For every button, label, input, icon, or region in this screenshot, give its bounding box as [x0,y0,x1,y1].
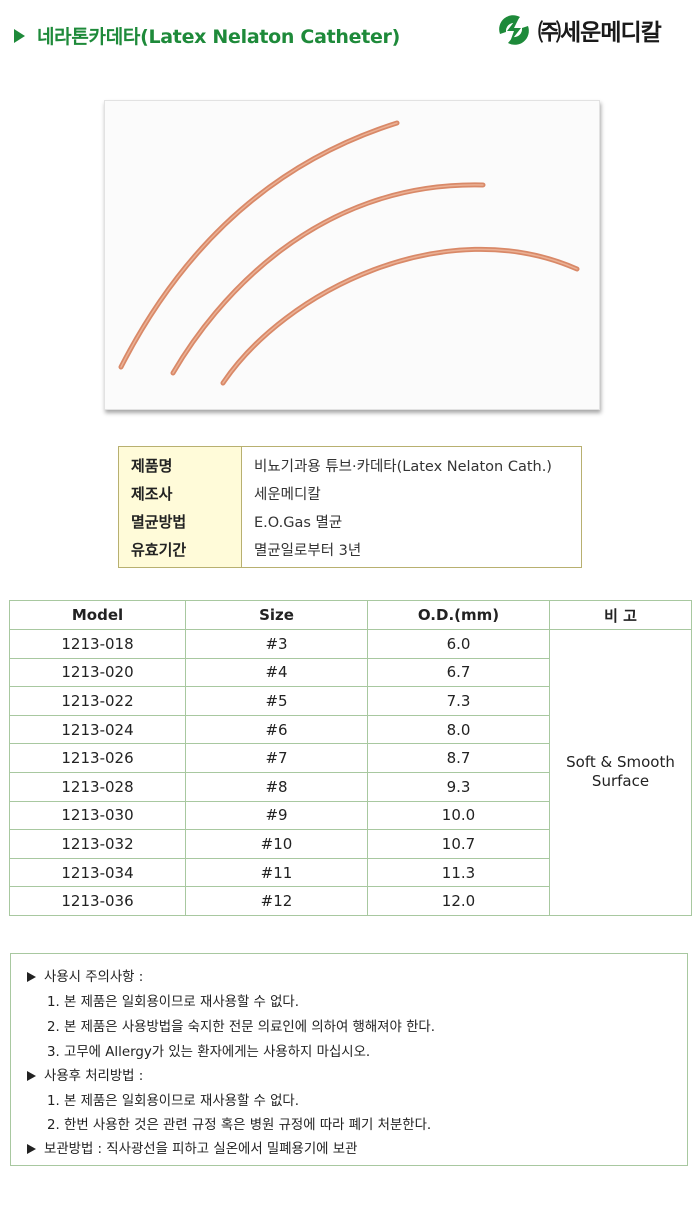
info-row: 유효기간 멸균일로부터 3년 [118,535,582,568]
column-header-od: O.D.(mm) [367,600,550,630]
table-row: 1213-026 #7 8.7 [9,743,692,773]
notes-box: 사용시 주의사항 : 1. 본 제품은 일회용이므로 재사용할 수 없다. 2.… [10,953,688,1166]
model-cell: 1213-022 [9,686,186,716]
catheter-illustration [118,120,580,386]
triangle-bullet-icon [27,1144,36,1154]
product-photo [104,100,600,410]
size-cell: #6 [185,714,368,745]
model-cell: 1213-020 [9,657,186,688]
disposal-item: 2. 한번 사용한 것은 관련 규정 혹은 병원 규정에 따라 폐기 처분한다. [47,1118,432,1133]
size-cell: #10 [185,829,368,859]
model-cell: 1213-028 [9,771,186,802]
company-logo: ㈜세운메디칼 [496,12,662,48]
triangle-bullet-icon [27,972,36,982]
table-row: 1213-020 #4 6.7 [9,657,692,688]
storage-text: 보관방법 : 직사광선을 피하고 실온에서 밀폐용기에 보관 [44,1142,358,1157]
info-value: 세운메디칼 [241,479,582,507]
disposal-item: 1. 본 제품은 일회용이므로 재사용할 수 없다. [47,1094,299,1109]
remark-line: Surface [591,772,650,791]
size-cell: #3 [185,629,368,659]
table-row: 1213-024 #6 8.0 [9,714,692,745]
size-cell: #11 [185,857,368,888]
table-row: 1213-032 #10 10.7 [9,829,692,859]
od-cell: 8.7 [367,743,550,773]
info-row: 제품명 비뇨기과용 튜브·카데타(Latex Nelaton Cath.) [118,446,582,479]
page-header: 네라톤카데타(Latex Nelaton Catheter) ㈜세운메디칼 [0,0,700,70]
size-cell: #7 [185,743,368,773]
disposal-title: 사용후 처리방법 : [44,1069,144,1084]
table-row: 1213-036 #12 12.0 [9,886,692,916]
info-label: 제품명 [118,446,242,479]
logo-text: ㈜세운메디칼 [538,20,662,46]
table-row: 1213-022 #5 7.3 [9,686,692,716]
size-cell: #5 [185,686,368,716]
usage-item: 2. 본 제품은 사용방법을 숙지한 전문 의료인에 의하여 행해져야 한다. [47,1020,435,1035]
disposal-heading: 사용후 처리방법 : [27,1064,143,1084]
model-cell: 1213-036 [9,886,186,916]
od-cell: 9.3 [367,771,550,802]
column-header-size: Size [185,600,368,630]
triangle-bullet-icon [14,28,25,43]
remark-line: Soft & Smooth [566,753,675,772]
od-cell: 12.0 [367,886,550,916]
title-block: 네라톤카데타(Latex Nelaton Catheter) [14,22,400,49]
od-cell: 11.3 [367,857,550,888]
lightning-logo-icon [499,15,529,45]
od-cell: 10.7 [367,829,550,859]
od-cell: 6.0 [367,629,550,659]
page-title: 네라톤카데타(Latex Nelaton Catheter) [37,26,401,48]
table-row: 1213-018 #3 6.0 Soft & Smooth Surface [9,629,692,916]
model-cell: 1213-032 [9,829,186,859]
model-cell: 1213-034 [9,857,186,888]
info-value: 비뇨기과용 튜브·카데타(Latex Nelaton Cath.) [241,446,582,479]
table-row: 1213-028 #8 9.3 [9,771,692,802]
size-cell: #8 [185,771,368,802]
info-label: 유효기간 [118,535,242,568]
od-cell: 8.0 [367,714,550,745]
info-label: 멸균방법 [118,507,242,535]
spec-table: Model Size O.D.(mm) 비 고 1213-018 #3 6.0 … [9,600,692,916]
column-header-remark: 비 고 [549,600,692,630]
spec-header-row: Model Size O.D.(mm) 비 고 [9,600,692,630]
product-info-table: 제품명 비뇨기과용 튜브·카데타(Latex Nelaton Cath.) 제조… [118,446,582,568]
od-cell: 6.7 [367,657,550,688]
info-label: 제조사 [118,479,242,507]
model-cell: 1213-030 [9,800,186,831]
size-cell: #12 [185,886,368,916]
info-row: 제조사 세운메디칼 [118,479,582,507]
info-value: 멸균일로부터 3년 [241,535,582,568]
triangle-bullet-icon [27,1071,36,1081]
model-cell: 1213-024 [9,714,186,745]
table-row: 1213-030 #9 10.0 [9,800,692,831]
size-cell: #4 [185,657,368,688]
usage-caution-title: 사용시 주의사항 : [44,970,144,985]
table-row: 1213-034 #11 11.3 [9,857,692,888]
usage-caution-heading: 사용시 주의사항 : [27,965,143,985]
size-cell: #9 [185,800,368,831]
model-cell: 1213-026 [9,743,186,773]
info-row: 멸균방법 E.O.Gas 멸균 [118,507,582,535]
od-cell: 10.0 [367,800,550,831]
model-cell: 1213-018 [9,629,186,659]
storage-line: 보관방법 : 직사광선을 피하고 실온에서 밀폐용기에 보관 [27,1137,357,1157]
od-cell: 7.3 [367,686,550,716]
info-value: E.O.Gas 멸균 [241,507,582,535]
usage-item: 3. 고무에 Allergy가 있는 환자에게는 사용하지 마십시오. [47,1045,371,1060]
usage-item: 1. 본 제품은 일회용이므로 재사용할 수 없다. [47,995,299,1010]
remark-cell: Soft & Smooth Surface [549,629,692,916]
column-header-model: Model [9,600,186,630]
